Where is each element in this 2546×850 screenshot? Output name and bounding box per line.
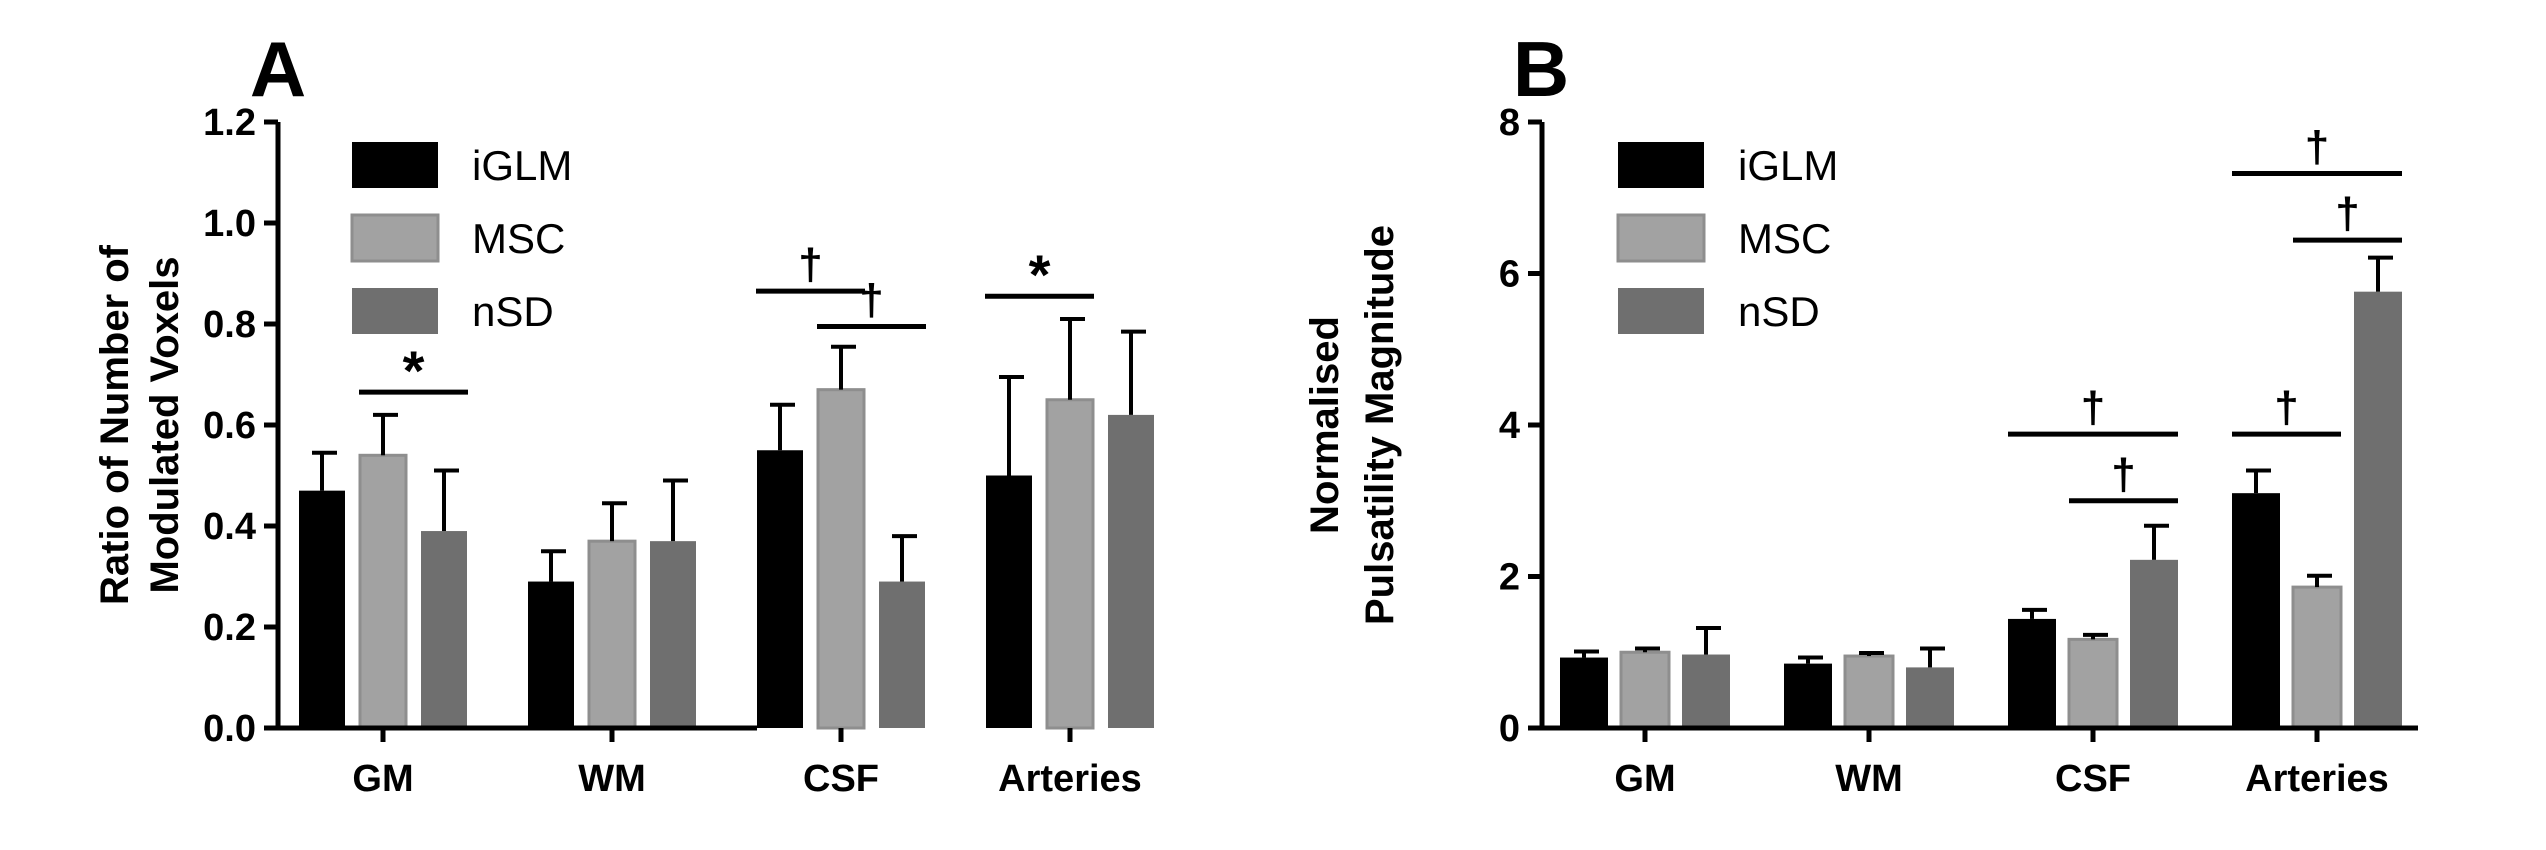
legend-label-msc: MSC (472, 215, 565, 262)
legend-label-msc: MSC (1738, 215, 1831, 262)
bar-iglm-wm (528, 581, 574, 728)
x-tick-label: GM (352, 758, 413, 800)
bar-nsd-arteries (2354, 291, 2402, 728)
y-axis-title-line: Ratio of Number of (93, 244, 137, 605)
legend-label-iglm: iGLM (1738, 142, 1838, 189)
y-tick-label: 2 (1499, 557, 1520, 599)
x-tick-label: Arteries (998, 758, 1142, 800)
bar-msc-csf (816, 388, 866, 730)
y-tick-label: 0.8 (203, 304, 256, 346)
y-tick-label: 0.0 (203, 708, 256, 750)
significance-marker: † (2111, 450, 2135, 499)
bar-nsd-gm (421, 531, 467, 728)
significance-marker: * (1029, 243, 1051, 306)
bar-msc-wm (1843, 654, 1895, 730)
bar-msc-wm (587, 539, 637, 730)
y-tick-label: 6 (1499, 254, 1520, 296)
significance-marker: † (2274, 383, 2298, 432)
bar-nsd-csf (2130, 559, 2178, 728)
bar-iglm-wm (1784, 663, 1832, 728)
x-tick-label: GM (1614, 758, 1675, 800)
y-tick-label: 0.4 (203, 506, 256, 548)
legend-label-nsd: nSD (1738, 288, 1820, 335)
legend-swatch-msc (350, 213, 440, 263)
y-tick-label: 1.2 (203, 102, 256, 144)
legend-swatch-nsd (352, 288, 438, 334)
significance-marker: * (403, 339, 425, 402)
legend-swatch-nsd (1618, 288, 1704, 334)
bar-nsd-wm (650, 541, 696, 728)
panel-a-chart: A Ratio of Number of Modulated Voxels 0.0 0.… (93, 25, 1154, 800)
legend-label-iglm: iGLM (472, 142, 572, 189)
y-axis-title-line: Normalised (1303, 316, 1347, 534)
bar-nsd-gm (1682, 654, 1730, 728)
significance-marker: † (798, 240, 822, 289)
bar-msc-arteries (1045, 398, 1095, 730)
bar-iglm-gm (1560, 657, 1608, 728)
bar-msc-gm (358, 453, 408, 730)
bar-nsd-csf (879, 581, 925, 728)
legend-label-nsd: nSD (472, 288, 554, 335)
bar-nsd-arteries (1108, 414, 1154, 728)
bar-iglm-csf (757, 450, 803, 728)
x-tick-label: WM (578, 758, 646, 800)
y-axis-title-line: Modulated Voxels (143, 256, 187, 593)
bar-iglm-gm (299, 490, 345, 728)
y-tick-label: 4 (1499, 405, 1520, 447)
significance-marker: † (859, 276, 883, 325)
x-tick-label: WM (1835, 758, 1903, 800)
y-tick-label: 0.2 (203, 607, 256, 649)
bar-msc-arteries (2291, 585, 2343, 730)
x-tick-label: Arteries (2245, 758, 2389, 800)
y-tick-label: 0.6 (203, 405, 256, 447)
y-axis-title-line: Pulsatility Magnitude (1358, 225, 1402, 625)
significance-marker: † (2305, 123, 2329, 172)
legend-swatch-msc (1616, 213, 1706, 263)
bar-iglm-arteries (2232, 493, 2280, 728)
bar-iglm-arteries (986, 475, 1032, 728)
bar-msc-gm (1619, 650, 1671, 730)
bar-iglm-csf (2008, 618, 2056, 728)
panel-b-chart: B Normalised Pulsatility Magnitude 0 2 4 6 8 GM W… (1303, 25, 2418, 800)
panel-label: A (250, 25, 306, 113)
bar-msc-csf (2067, 637, 2119, 730)
significance-marker: † (2081, 383, 2105, 432)
x-tick-label: CSF (2055, 758, 2131, 800)
significance-marker: † (2335, 189, 2359, 238)
y-tick-label: 1.0 (203, 203, 256, 245)
panel-label: B (1513, 25, 1569, 113)
legend-swatch-iglm (352, 142, 438, 188)
legend-swatch-iglm (1618, 142, 1704, 188)
x-tick-label: CSF (803, 758, 879, 800)
y-tick-label: 8 (1499, 102, 1520, 144)
bar-nsd-wm (1906, 667, 1954, 728)
y-tick-label: 0 (1499, 708, 1520, 750)
